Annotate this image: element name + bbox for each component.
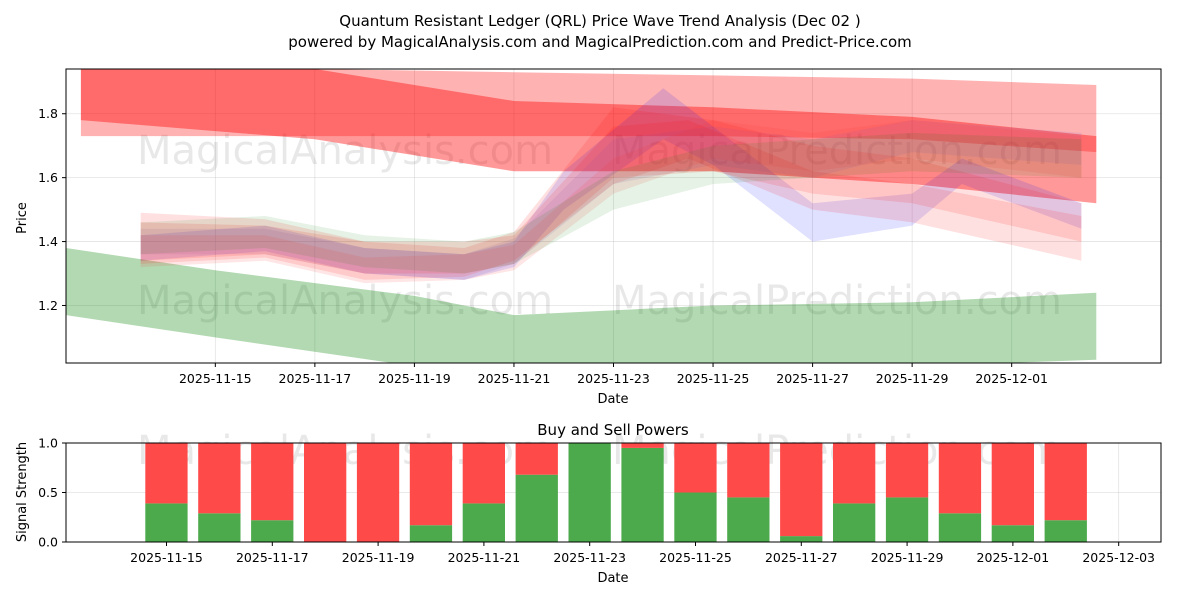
signal-x-tick-label: 2025-11-29 [871, 550, 944, 565]
buy-bar [462, 503, 505, 542]
signal-chart: Buy and Sell Powers MagicalAnalysis.comM… [15, 421, 1162, 586]
buy-bar [409, 525, 453, 542]
buy-bar [515, 474, 558, 542]
sell-bar [356, 443, 400, 542]
price-band-red-wave-3 [140, 120, 1082, 284]
price-x-ticks: 2025-11-15 2025-11-17 2025-11-19 2025-11-21… [179, 363, 1048, 386]
price-bands [66, 69, 1097, 363]
signal-x-tick-label: 2025-11-21 [448, 550, 521, 565]
sell-bar [780, 443, 823, 537]
price-band-blue-wave-2 [140, 120, 1082, 280]
price-x-tick-label: 2025-11-15 [179, 371, 252, 386]
signal-y-tick-label: 0.0 [38, 535, 58, 550]
price-band-green-low [66, 248, 1097, 363]
price-x-tick-label: 2025-11-17 [279, 371, 352, 386]
price-band-red-wide-top [80, 69, 1097, 153]
price-y-tick-label: 1.8 [38, 106, 58, 121]
buy-bar [938, 513, 982, 542]
price-xlabel: Date [597, 392, 628, 407]
sell-bar [515, 443, 558, 475]
price-x-tick-label: 2025-11-27 [776, 371, 849, 386]
buy-bar [780, 536, 823, 542]
price-watermarks: MagicalAnalysis.com MagicalPrediction.com… [137, 128, 1062, 324]
sell-bar [462, 443, 505, 504]
sell-bar [674, 443, 717, 493]
chart-title-line1: Quantum Resistant Ledger (QRL) Price Wav… [339, 12, 860, 30]
price-ylabel: Price [15, 202, 30, 234]
signal-x-tick-label: 2025-11-25 [659, 550, 732, 565]
signal-y-tick-label: 0.5 [38, 485, 58, 500]
buy-bar [991, 525, 1034, 542]
signal-xlabel: Date [597, 571, 628, 586]
signal-x-tick-label: 2025-12-01 [977, 550, 1050, 565]
sell-bar [1044, 443, 1087, 521]
price-grid [66, 69, 1161, 363]
buy-bar [885, 497, 929, 542]
sell-bar [198, 443, 241, 514]
signal-ylabel: Signal Strength [15, 442, 30, 542]
buy-bar [568, 443, 611, 542]
chart-title-line2: powered by MagicalAnalysis.com and Magic… [288, 33, 912, 51]
watermark-text: MagicalPrediction.com [612, 278, 1062, 324]
sell-bar [621, 443, 664, 448]
price-band-red-wave-1 [140, 120, 1082, 280]
watermark-text: MagicalAnalysis.com [137, 278, 553, 324]
buy-bar [145, 503, 188, 542]
price-y-tick-label: 1.2 [38, 298, 58, 313]
price-band-red-dark-top [80, 69, 1097, 204]
price-y-tick-label: 1.4 [38, 234, 58, 249]
signal-x-tick-label: 2025-11-23 [553, 550, 626, 565]
buy-bar [1044, 520, 1087, 542]
price-band-green-wave [140, 132, 1082, 274]
sell-bar [304, 443, 347, 542]
buy-bar [621, 447, 664, 542]
signal-x-tick-label: 2025-11-27 [765, 550, 838, 565]
sell-bar [251, 443, 294, 521]
signal-y-ticks: 0.0 0.5 1.0 [38, 436, 66, 550]
signal-x-tick-label: 2025-11-19 [342, 550, 415, 565]
price-x-tick-label: 2025-11-21 [478, 371, 551, 386]
signal-x-tick-label: 2025-12-03 [1082, 550, 1155, 565]
buy-bar [674, 492, 717, 542]
buy-bar [198, 513, 241, 542]
sell-bar [409, 443, 453, 526]
price-x-tick-label: 2025-12-01 [975, 371, 1048, 386]
price-x-tick-label: 2025-11-19 [378, 371, 451, 386]
price-x-tick-label: 2025-11-23 [577, 371, 650, 386]
price-band-red-wave-2 [140, 107, 1082, 274]
signal-title: Buy and Sell Powers [537, 421, 689, 439]
buy-bar [833, 503, 876, 542]
signal-x-ticks: 2025-11-15 2025-11-17 2025-11-19 2025-11-21… [130, 542, 1155, 565]
signal-y-tick-label: 1.0 [38, 436, 58, 451]
price-x-tick-label: 2025-11-29 [876, 371, 949, 386]
buy-bar [251, 520, 294, 542]
sell-bar [833, 443, 876, 504]
signal-x-tick-label: 2025-11-17 [236, 550, 309, 565]
signal-x-tick-label: 2025-11-15 [130, 550, 203, 565]
price-x-tick-label: 2025-11-25 [677, 371, 750, 386]
price-y-tick-label: 1.6 [38, 170, 58, 185]
watermark-text: MagicalPrediction.com [612, 128, 1062, 174]
sell-bar [991, 443, 1034, 526]
sell-bar [885, 443, 929, 498]
sell-bar [145, 443, 188, 504]
buy-bar [727, 497, 770, 542]
signal-bars [145, 443, 1087, 542]
watermark-text: MagicalAnalysis.com [137, 128, 553, 174]
price-y-ticks: 1.2 1.4 1.6 1.8 [38, 106, 66, 313]
price-band-blue-wave-1 [140, 88, 1082, 280]
price-chart: MagicalAnalysis.com MagicalPrediction.com… [15, 68, 1162, 407]
sell-bar [938, 443, 982, 514]
sell-bar [727, 443, 770, 498]
